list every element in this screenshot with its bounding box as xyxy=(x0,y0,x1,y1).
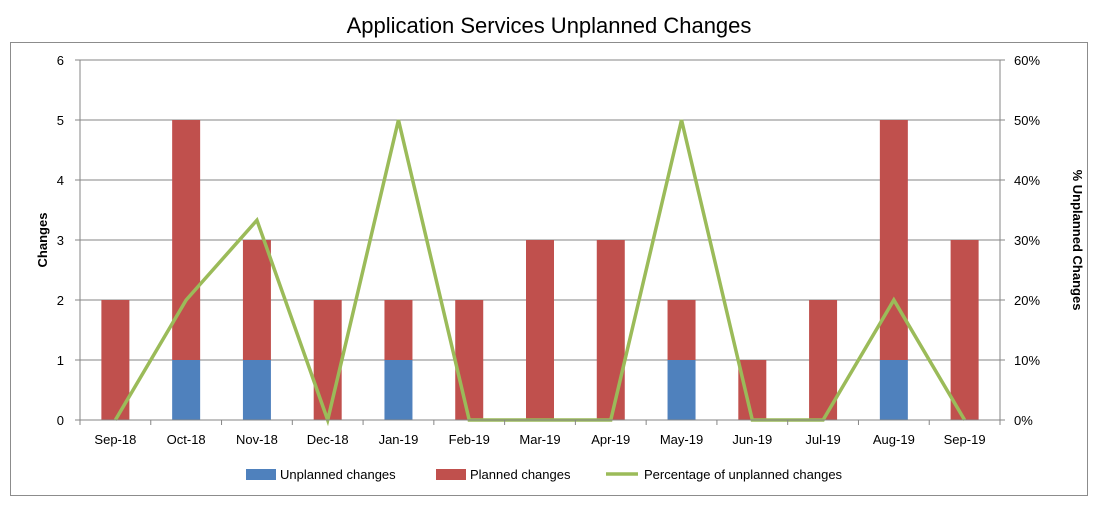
bar-planned-changes xyxy=(455,300,484,420)
y-tick-label: 1 xyxy=(57,353,64,368)
x-tick-label: Jun-19 xyxy=(732,432,772,447)
bar-planned-changes xyxy=(313,300,342,420)
x-tick-label: Apr-19 xyxy=(591,432,630,447)
x-tick-label: May-19 xyxy=(660,432,703,447)
axes xyxy=(75,59,1005,425)
legend-swatch-unplanned-changes xyxy=(246,469,276,480)
x-tick-label: Jul-19 xyxy=(805,432,840,447)
x-tick-labels: Sep-18 Oct-18 Nov-18 Dec-18 Jan-19 Feb-19 Mar-… xyxy=(94,432,985,447)
y-tick-label: 6 xyxy=(57,53,64,68)
x-tick-label: Feb-19 xyxy=(449,432,490,447)
bar-planned-changes xyxy=(950,240,979,420)
x-tick-label: Nov-18 xyxy=(236,432,278,447)
y-tick-label: 0 xyxy=(57,413,64,428)
y2-axis-title: % Unplanned Changes xyxy=(1070,170,1085,311)
y-tick-label: 4 xyxy=(57,173,64,188)
legend: Unplanned changes Planned changes Percenta… xyxy=(246,467,843,482)
bars xyxy=(101,120,979,420)
bar-unplanned-changes xyxy=(879,360,908,420)
y2-tick-label: 30% xyxy=(1014,233,1040,248)
chart-title: Application Services Unplanned Changes xyxy=(347,13,752,38)
x-tick-label: Sep-18 xyxy=(94,432,136,447)
bar-unplanned-changes xyxy=(242,360,271,420)
bar-planned-changes xyxy=(667,300,696,360)
y-tick-label: 5 xyxy=(57,113,64,128)
legend-label-unplanned-changes: Unplanned changes xyxy=(280,467,396,482)
legend-swatch-planned-changes xyxy=(436,469,466,480)
bar-planned-changes xyxy=(101,300,130,420)
x-tick-label: Aug-19 xyxy=(873,432,915,447)
y2-tick-label: 20% xyxy=(1014,293,1040,308)
bar-planned-changes xyxy=(879,120,908,360)
legend-label-planned-changes: Planned changes xyxy=(470,467,571,482)
y2-tick-label: 60% xyxy=(1014,53,1040,68)
x-tick-label: Mar-19 xyxy=(519,432,560,447)
y-tick-labels: 0 1 2 3 4 5 6 xyxy=(57,53,64,428)
bar-planned-changes xyxy=(526,240,554,420)
legend-label-percentage-of-unplanned-changes: Percentage of unplanned changes xyxy=(644,467,843,482)
y2-tick-label: 50% xyxy=(1014,113,1040,128)
chart-frame xyxy=(10,42,1088,496)
y-axis-title: Changes xyxy=(35,213,50,268)
x-tick-label: Jan-19 xyxy=(379,432,419,447)
bar-unplanned-changes xyxy=(384,360,413,420)
bar-planned-changes xyxy=(596,240,625,420)
bar-planned-changes xyxy=(738,360,767,420)
x-tick-label: Oct-18 xyxy=(167,432,206,447)
x-tick-label: Dec-18 xyxy=(307,432,349,447)
bar-unplanned-changes xyxy=(172,360,201,420)
y-tick-label: 2 xyxy=(57,293,64,308)
y2-tick-labels: 0% 10% 20% 30% 40% 50% 60% xyxy=(1014,53,1040,428)
bar-planned-changes xyxy=(384,300,413,360)
bar-unplanned-changes xyxy=(667,360,696,420)
x-tick-label: Sep-19 xyxy=(944,432,986,447)
y2-tick-label: 10% xyxy=(1014,353,1040,368)
bar-planned-changes xyxy=(172,120,201,360)
y2-tick-label: 40% xyxy=(1014,173,1040,188)
bar-planned-changes xyxy=(242,240,271,360)
bar-planned-changes xyxy=(809,300,838,420)
y-tick-label: 3 xyxy=(57,233,64,248)
y2-tick-label: 0% xyxy=(1014,413,1033,428)
